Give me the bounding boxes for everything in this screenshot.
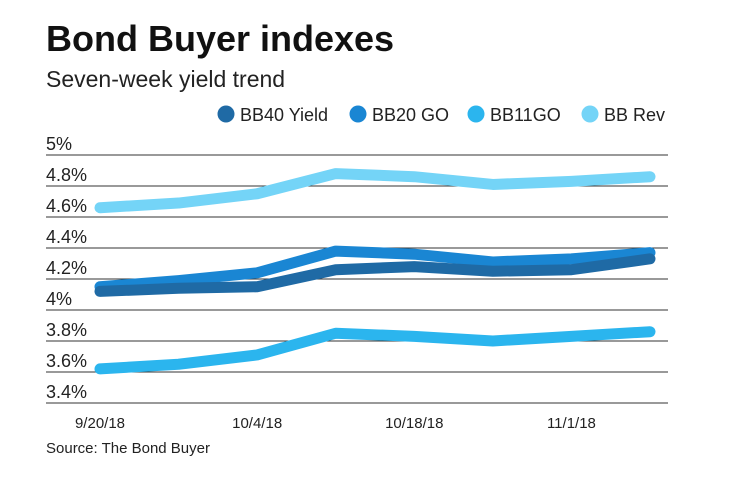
y-tick-label: 4.4% [46, 227, 87, 247]
y-tick-label: 4.6% [46, 196, 87, 216]
x-tick-label: 10/4/18 [232, 415, 282, 432]
series-line-bb11go [94, 326, 656, 375]
legend-item: BB20 GO [349, 105, 449, 125]
y-tick-label: 3.8% [46, 320, 87, 340]
legend-label: BB20 GO [372, 105, 449, 125]
y-tick-label: 3.6% [46, 351, 87, 371]
x-axis-ticks: 9/20/18 10/4/18 10/18/18 11/1/18 [75, 415, 596, 432]
series-line-bb-rev [94, 168, 656, 214]
legend-swatch [581, 105, 599, 123]
legend: BB40 Yield BB20 GO BB11GO BB Rev [217, 105, 665, 125]
y-tick-label: 5% [46, 134, 72, 154]
series-line-bb40-yield [94, 253, 656, 297]
x-tick-label: 11/1/18 [547, 415, 596, 432]
chart-subtitle: Seven-week yield trend [46, 66, 286, 92]
legend-swatch [349, 105, 367, 123]
legend-label: BB Rev [604, 105, 665, 125]
chart-source: Source: The Bond Buyer [46, 440, 210, 457]
chart-title: Bond Buyer indexes [46, 18, 395, 59]
y-tick-label: 4.8% [46, 165, 87, 185]
legend-item: BB40 Yield [217, 105, 328, 125]
y-tick-label: 4.2% [46, 258, 87, 278]
legend-swatch [217, 105, 235, 123]
legend-label: BB40 Yield [240, 105, 328, 125]
legend-item: BB Rev [581, 105, 665, 125]
y-axis-ticks: 3.4% 3.6% 3.8% 4% 4.2% 4.4% 4.6% 4.8% 5% [46, 134, 87, 402]
legend-item: BB11GO [467, 105, 561, 125]
legend-label: BB11GO [490, 105, 561, 125]
y-tick-label: 3.4% [46, 382, 87, 402]
y-tick-label: 4% [46, 289, 72, 309]
x-tick-label: 10/18/18 [385, 415, 443, 432]
x-tick-label: 9/20/18 [75, 415, 125, 432]
legend-swatch [467, 105, 485, 123]
series-lines [94, 168, 656, 375]
series-line-bb20-go [94, 245, 656, 293]
